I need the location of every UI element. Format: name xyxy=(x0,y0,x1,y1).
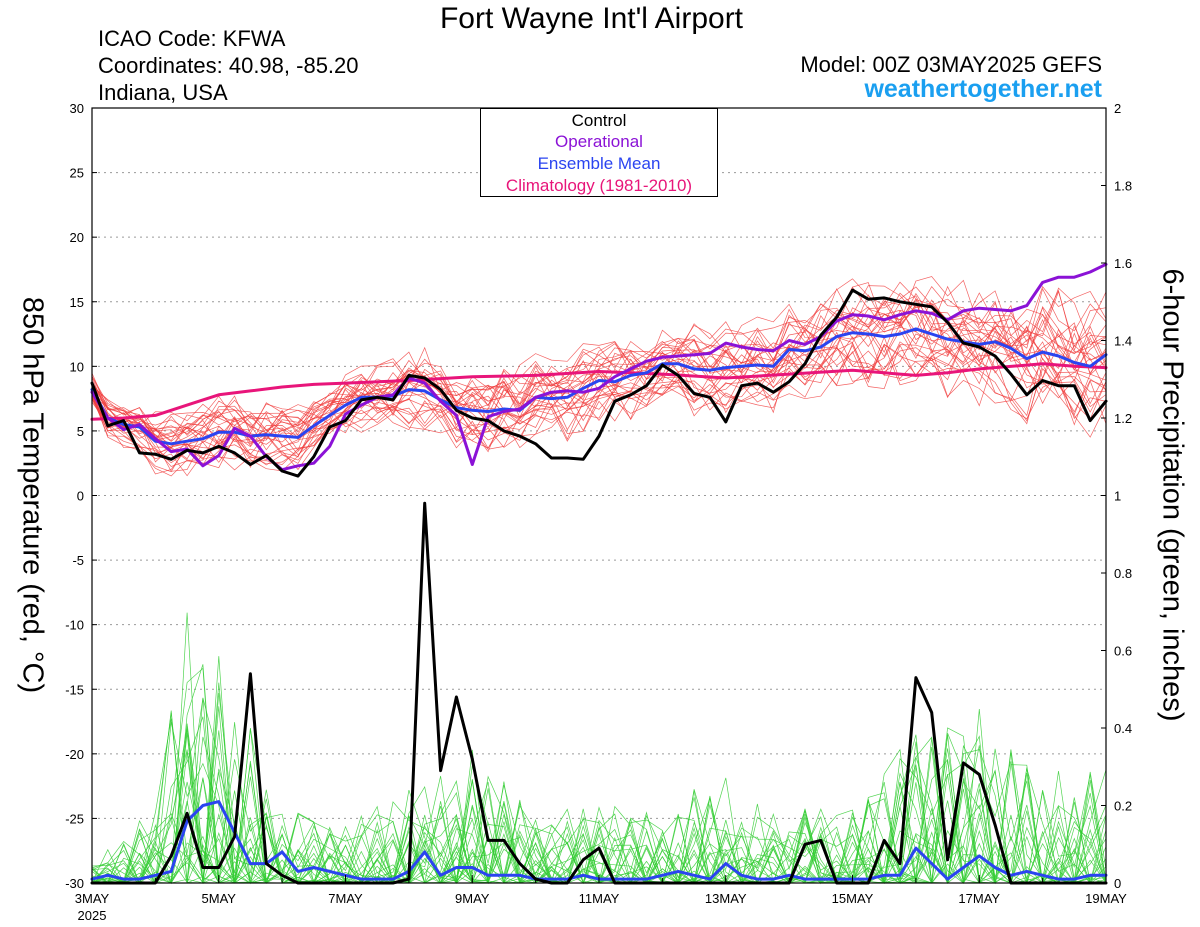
y-left-tick-label: -5 xyxy=(72,553,84,568)
operational-temperature-line xyxy=(90,262,1108,472)
y-right-tick-label: 2 xyxy=(1114,101,1121,116)
control-precipitation-line xyxy=(90,501,1108,885)
y-left-tick-label: -25 xyxy=(65,811,84,826)
temp-member-line xyxy=(91,300,1107,445)
temp-member-line xyxy=(91,309,1107,449)
icao-code: ICAO Code: KFWA xyxy=(98,26,286,51)
temp-member-line xyxy=(91,344,1107,475)
temp-member-line xyxy=(91,285,1107,427)
climatology-temperature-line xyxy=(90,362,1108,421)
precip-member-line xyxy=(91,697,1107,884)
temp-member-line xyxy=(91,298,1107,445)
x-tick-label: 5MAY xyxy=(202,891,237,906)
y-right-tick-label: 0.8 xyxy=(1114,566,1132,581)
y-axis-right-title: 6-hour Precipitation (green, inches) xyxy=(1156,268,1189,722)
temp-member-line xyxy=(91,344,1107,472)
x-tick-label: 9MAY xyxy=(455,891,490,906)
y-right-tick-label: 0.6 xyxy=(1114,644,1132,659)
y-right-tick-label: 1.8 xyxy=(1114,179,1132,194)
y-right-tick-label: 1.4 xyxy=(1114,334,1132,349)
temp-member-line xyxy=(91,298,1107,438)
temp-member-line xyxy=(91,292,1107,441)
precip-member-line xyxy=(91,682,1106,885)
website-link[interactable]: weathertogether.net xyxy=(864,75,1102,103)
precip-member-line xyxy=(91,746,1107,885)
y-left-tick-label: -15 xyxy=(65,682,84,697)
temp-member-line xyxy=(91,325,1107,460)
legend-item-operational: Operational xyxy=(555,132,643,151)
x-tick-label: 11MAY xyxy=(579,891,620,906)
ensemble-member-lines xyxy=(91,276,1107,885)
legend: Control Operational Ensemble Mean Climat… xyxy=(480,108,718,197)
x-tick-label: 19MAY xyxy=(1085,891,1127,906)
temp-member-line xyxy=(91,334,1107,468)
plot-frame xyxy=(91,107,1107,884)
y-right-tick-label: 0.4 xyxy=(1114,721,1132,736)
axis-ticks: 302520151050-5-10-15-20-25-3021.81.61.41… xyxy=(65,101,1132,923)
y-left-tick-label: 5 xyxy=(77,424,84,439)
region: Indiana, USA xyxy=(98,80,228,105)
legend-item-control: Control xyxy=(571,111,627,130)
x-tick-label: 3MAY xyxy=(75,891,110,906)
temp-member-line xyxy=(91,321,1107,455)
y-right-tick-label: 0 xyxy=(1114,876,1121,891)
y-right-tick-label: 1 xyxy=(1114,489,1121,504)
x-tick-label: 7MAY xyxy=(328,891,363,906)
x-tick-label: 13MAY xyxy=(705,891,747,906)
y-left-tick-label: 30 xyxy=(70,101,84,116)
y-left-tick-label: 25 xyxy=(70,166,84,181)
y-right-tick-label: 1.6 xyxy=(1114,256,1132,271)
grid-lines xyxy=(92,172,1106,819)
y-left-tick-label: 20 xyxy=(70,230,84,245)
y-left-tick-label: 10 xyxy=(70,359,84,374)
control-temperature-line xyxy=(90,288,1108,478)
y-left-tick-label: -10 xyxy=(65,618,84,633)
legend-item-ensemble-mean: Ensemble Mean xyxy=(537,154,661,173)
y-left-tick-label: 0 xyxy=(77,489,84,504)
x-tick-label: 17MAY xyxy=(958,891,1000,906)
x-tick-sublabel: 2025 xyxy=(78,908,107,923)
precip-member-line xyxy=(91,730,1107,884)
y-left-tick-label: -20 xyxy=(65,747,84,762)
y-right-tick-label: 1.2 xyxy=(1114,411,1132,426)
temp-member-line xyxy=(91,278,1107,438)
y-left-tick-label: 15 xyxy=(70,295,84,310)
model-run: Model: 00Z 03MAY2025 GEFS xyxy=(800,52,1102,77)
chart-title: Fort Wayne Int'l Airport xyxy=(439,2,744,35)
temp-member-line xyxy=(91,342,1107,477)
coordinates: Coordinates: 40.98, -85.20 xyxy=(98,53,359,78)
y-left-tick-label: -30 xyxy=(65,876,84,891)
y-axis-left-title: 850 hPa Temperature (red, °C) xyxy=(16,296,49,694)
ensemble-mean-temperature-line xyxy=(90,327,1108,446)
temp-member-line xyxy=(91,292,1107,439)
legend-item-climatology: Climatology (1981-2010) xyxy=(505,176,693,195)
y-right-tick-label: 0.2 xyxy=(1114,799,1132,814)
x-tick-label: 15MAY xyxy=(832,891,874,906)
